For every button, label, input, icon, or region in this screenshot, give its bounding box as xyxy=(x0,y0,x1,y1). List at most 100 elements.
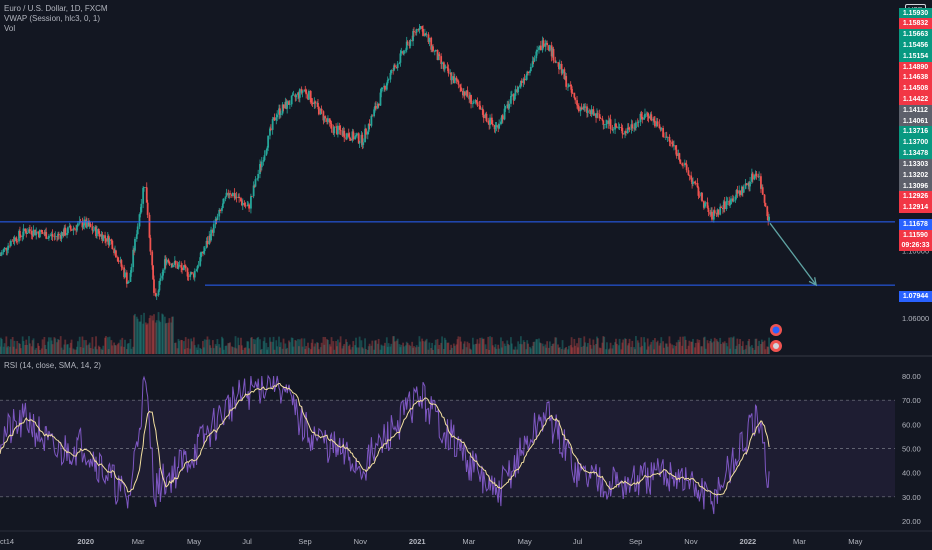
volume-bar xyxy=(189,348,192,354)
vwap-legend[interactable]: VWAP (Session, hlc3, 0, 1) xyxy=(4,14,101,23)
volume-bar xyxy=(697,342,700,354)
volume-bar xyxy=(624,338,626,354)
event-badges[interactable] xyxy=(770,324,782,352)
candle-body xyxy=(697,187,700,196)
volume-bar xyxy=(26,344,29,354)
volume-bar xyxy=(395,340,398,354)
candle-body xyxy=(609,119,612,129)
candle-body xyxy=(688,175,691,176)
candle-body xyxy=(57,233,59,237)
volume-bar xyxy=(442,349,445,354)
candle-body xyxy=(68,225,71,228)
candle-body xyxy=(121,266,124,268)
volume-bar xyxy=(34,349,37,354)
volume-bar xyxy=(646,338,649,354)
candle-body xyxy=(5,247,8,251)
candle-body xyxy=(54,236,57,237)
time-tick-label: May xyxy=(187,537,201,546)
arrow-shaft xyxy=(769,222,817,286)
candle-body xyxy=(203,248,206,252)
projection-arrow[interactable] xyxy=(769,222,818,287)
volume-bar xyxy=(704,348,707,354)
volume-bar xyxy=(460,341,462,354)
volume-bar xyxy=(360,340,363,354)
candle-body xyxy=(636,122,639,123)
volume-bar xyxy=(681,345,684,354)
volume-bar xyxy=(723,341,726,354)
candle-body xyxy=(554,60,557,63)
candle-body xyxy=(497,125,500,129)
candle-body xyxy=(542,40,545,47)
candle-body xyxy=(282,104,285,109)
candle-body xyxy=(30,230,33,235)
volume-bar xyxy=(263,337,266,354)
candle-body xyxy=(631,124,634,129)
volume-bar xyxy=(314,343,317,354)
candle-body xyxy=(504,105,507,109)
volume-bar xyxy=(569,345,572,354)
candle-body xyxy=(731,198,734,202)
volume-bar xyxy=(148,318,151,354)
volume-bar xyxy=(664,343,667,354)
candle-body xyxy=(57,233,60,235)
volume-bar xyxy=(5,336,8,354)
volume-bar xyxy=(525,349,528,354)
time-tick-label: Mar xyxy=(132,537,145,546)
candle-body xyxy=(564,76,567,79)
candle-body xyxy=(271,119,274,130)
volume-bar xyxy=(129,338,132,354)
volume-bar xyxy=(163,316,166,354)
price-axis[interactable]: 1.100001.06000 xyxy=(902,246,929,323)
rsi-axis[interactable]: 80.00 70.00 60.00 50.00 40.00 30.00 20.00 xyxy=(902,372,921,526)
volume-bar xyxy=(341,348,344,354)
candle-body xyxy=(355,135,357,137)
candle-body xyxy=(7,245,10,250)
candle-body xyxy=(523,78,526,81)
candle-body xyxy=(541,40,544,51)
volume-bar xyxy=(215,345,218,354)
rsi-legend[interactable]: RSI (14, close, SMA, 14, 2) xyxy=(4,361,101,370)
volume-bar xyxy=(56,342,58,354)
candle-body xyxy=(470,95,472,105)
symbol-legend[interactable]: Euro / U.S. Dollar, 1D, FXCM xyxy=(4,4,108,13)
time-tick-label: 2020 xyxy=(77,537,94,546)
volume-bar xyxy=(123,346,126,354)
volume-bar xyxy=(653,349,655,354)
volume-bar xyxy=(181,340,183,354)
time-axis[interactable]: ct 14 2020 Mar May Jul Sep Nov 2021 Mar May Jul Sep N… xyxy=(0,530,932,546)
candle-body xyxy=(383,85,385,88)
volume-bar xyxy=(231,346,233,354)
volume-bar xyxy=(158,320,161,354)
volume-bar xyxy=(491,345,494,354)
candle-body xyxy=(428,37,431,43)
candle-body xyxy=(316,102,318,104)
volume-bar xyxy=(41,339,44,354)
volume-bar xyxy=(652,340,655,354)
candle-body xyxy=(606,120,608,125)
candle-body xyxy=(49,235,52,236)
volume-bar xyxy=(643,337,645,354)
vol-legend[interactable]: Vol xyxy=(4,24,16,33)
price-tag: 1.15154 xyxy=(899,51,932,62)
horizontal-levels[interactable] xyxy=(0,221,895,286)
candle-body xyxy=(24,228,27,232)
rsi-tick-label: 20.00 xyxy=(902,517,921,526)
candle-body xyxy=(113,249,116,254)
volume-bar xyxy=(489,336,491,354)
candle-body xyxy=(193,270,196,278)
volume-bar xyxy=(279,342,282,354)
volume-bar xyxy=(12,346,15,354)
volume-bar xyxy=(370,345,373,354)
candle-body xyxy=(503,108,506,120)
candle-body xyxy=(684,163,687,165)
volume-bar xyxy=(637,342,640,354)
volume-bar xyxy=(240,345,243,354)
candle-body xyxy=(284,101,287,109)
volume-bar xyxy=(738,344,741,354)
volume-bar xyxy=(161,313,164,354)
volume-bar xyxy=(403,346,405,354)
volume-bar xyxy=(665,343,668,354)
volume-bar xyxy=(339,336,342,354)
candle-body xyxy=(31,234,34,236)
